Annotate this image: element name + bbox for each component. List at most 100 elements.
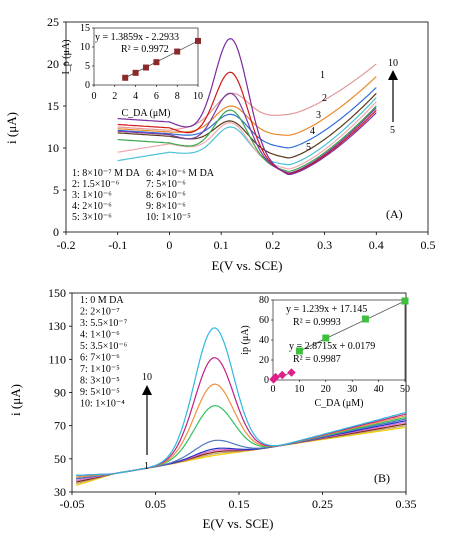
panel-b-curve [76, 405, 407, 478]
panel-a-curve-label: 5 [306, 142, 311, 153]
panel-a-inset-point [195, 37, 201, 44]
panel-b-legend-entry: 9: 5×10⁻⁵ [80, 387, 120, 398]
panel-b-xtick-label: 0.05 [145, 497, 166, 511]
panel-b-inset-xtick-label: 20 [321, 384, 331, 395]
panel-b-inset-point-high [401, 297, 409, 305]
panel-a-inset-r2: R² = 0.9972 [121, 44, 169, 55]
panel-b-legend-entry: 1: 0 M DA [80, 295, 124, 306]
panel-b-xtick-label: 0.25 [312, 497, 333, 511]
panel-b-curve [76, 327, 407, 476]
panel-a-arrow-top: 10 [388, 58, 398, 69]
panel-a-curve [117, 105, 377, 172]
panel-a-xtick-label: 0.2 [265, 238, 280, 252]
panel-b-ytick-label: 90 [54, 386, 66, 400]
panel-a-arrow-bottom: 5 [390, 125, 395, 136]
panel-a-curve-label: 3 [316, 110, 321, 121]
panel-a-inset-ytick-label: 15 [80, 23, 90, 34]
panel-a-ytick-label: 10 [47, 141, 59, 155]
panel-b-legend-entry: 3: 5.5×10⁻⁷ [80, 318, 128, 329]
panel-a-xtick-label: 0.4 [369, 238, 384, 252]
panel-a-curve [117, 76, 377, 136]
panel-a-ytick-label: 20 [47, 57, 59, 71]
panel-a-xtick-label: 0.3 [317, 238, 332, 252]
panel-a-legend-entry: 3: 1×10⁻⁶ [72, 190, 112, 201]
panel-a-curve [117, 71, 377, 175]
panel-a-xtick-label: 0.5 [421, 238, 436, 252]
panel-a-curve [117, 37, 377, 175]
panel-a-inset-xtick-label: 10 [193, 91, 203, 102]
panel-b-arrowhead [142, 385, 152, 395]
panel-b-inset-point-high [322, 334, 330, 342]
panel-a-inset-point [132, 69, 139, 76]
panel-a-ytick-label: 15 [47, 99, 59, 113]
panel-a-inset-ytick-label: 10 [80, 42, 90, 53]
panel-a-curve-label: 4 [310, 126, 315, 137]
panel-a-xtick-label: 0 [166, 238, 172, 252]
panel-a-inset-xtick-label: 4 [133, 91, 138, 102]
panel-a-inset-ytick-label: 0 [85, 80, 90, 91]
panel-a-ytick-label: 25 [47, 15, 59, 29]
panel-b-ytick-label: 50 [54, 452, 66, 466]
panel-b-inset-xtick-label: 30 [347, 384, 357, 395]
panel-b-inset-ytick-label: 60 [259, 315, 269, 326]
panel-b-xtick-label: 0.35 [396, 497, 417, 511]
panel-a-legend-entry: 10: 1×10⁻⁵ [146, 212, 191, 223]
panel-b-inset-r2-high: R² = 0.9993 [293, 317, 341, 328]
panel-b-inset: 0 10 20 30 40 50 0 20 40 60 80 y = 1.239x + 17.145… [240, 295, 410, 409]
panel-b-xtick-label: -0.05 [60, 497, 85, 511]
panel-a-inset-xtick-label: 6 [154, 91, 159, 102]
panel-b-legend-entry: 5: 3.5×10⁻⁶ [80, 341, 128, 352]
panel-b-inset-ylabel: ip (μA) [240, 325, 251, 355]
panel-a-legend-entry: 9: 8×10⁻⁶ [146, 201, 186, 212]
panel-b-inset-ytick-label: 40 [259, 335, 269, 346]
panel-a-legend-entry: 8: 6×10⁻⁶ [146, 190, 186, 201]
panel-b-ytick-label: 150 [48, 286, 66, 300]
panel-b-ytick-label: 30 [54, 485, 66, 499]
panel-b-inset-ytick-label: 80 [259, 295, 269, 306]
panel-b-legend-entry: 4: 1×10⁻⁶ [80, 330, 120, 341]
panel-b-inset-ytick-label: 0 [264, 375, 269, 386]
panel-a-curve [117, 92, 377, 159]
panel-a-inset-ytick-label: 5 [85, 61, 90, 72]
panel-a-xtick-label: 0.1 [214, 238, 229, 252]
panel-b-inset-xtick-label: 10 [294, 384, 304, 395]
panel-b-legend-entry: 6: 7×10⁻⁶ [80, 353, 120, 364]
panel-a-frame [65, 21, 429, 233]
panel-a-legend-entry: 7: 5×10⁻⁶ [146, 179, 186, 190]
panel-b-curve [76, 357, 407, 476]
panel-a-inset-point [122, 74, 129, 81]
panel-a-ylabel: i (μA) [4, 112, 19, 144]
panel-a-legend-entry: 2: 1.5×10⁻⁶ [72, 179, 120, 190]
panel-a-xlabel: E(V vs. SCE) [212, 258, 283, 273]
panel-b-arrow-bottom: 1 [144, 461, 149, 472]
panel-b-ytick-label: 70 [54, 419, 66, 433]
panel-b-inset-r2-low: R² = 0.9987 [293, 354, 341, 365]
panel-b-inset-point-high [295, 347, 303, 355]
panel-a-inset-xlabel: C_DA (μM) [122, 108, 171, 119]
panel-a-curve [117, 92, 377, 174]
panel-b-inset-ytick-label: 20 [259, 355, 269, 366]
panel-a-inset-equation: y = 1.3859x - 2.2933 [95, 32, 179, 43]
panel-a-inset-xtick-label: 8 [175, 91, 180, 102]
panel-a-inset-point [153, 59, 160, 66]
panel-a-curve [117, 63, 377, 131]
panel-a-inset-point [174, 48, 181, 55]
panel-b-curve [76, 426, 407, 486]
panel-a-arrowhead [388, 70, 398, 80]
panel-a-xtick-label: -0.2 [57, 238, 76, 252]
panel-a-ytick-label: 0 [53, 225, 59, 239]
panel-b-ylabel: i (μA) [8, 384, 23, 416]
panel-a-inset-xtick-label: 0 [92, 91, 97, 102]
panel-a-label: (A) [386, 207, 403, 221]
panel-a-legend-entry: 1: 8×10⁻⁷ M DA [72, 168, 141, 179]
panel-a-inset-frame [93, 27, 199, 86]
panel-a-inset: 0 2 4 6 8 10 0 5 10 15 y = 1.3859x - 2.2933 R² = … [61, 23, 203, 119]
panel-b-ytick-label: 130 [48, 319, 66, 333]
panel-b-inset-point-low [287, 368, 296, 377]
panel-b-inset-xlabel: C_DA (μM) [315, 398, 364, 409]
panel-b-label: (B) [374, 471, 390, 485]
panel-b-legend-entry: 7: 1×10⁻⁵ [80, 364, 120, 375]
panel-b-inset-xtick-label: 50 [400, 384, 410, 395]
panel-b-xlabel: E(V vs. SCE) [203, 516, 274, 531]
